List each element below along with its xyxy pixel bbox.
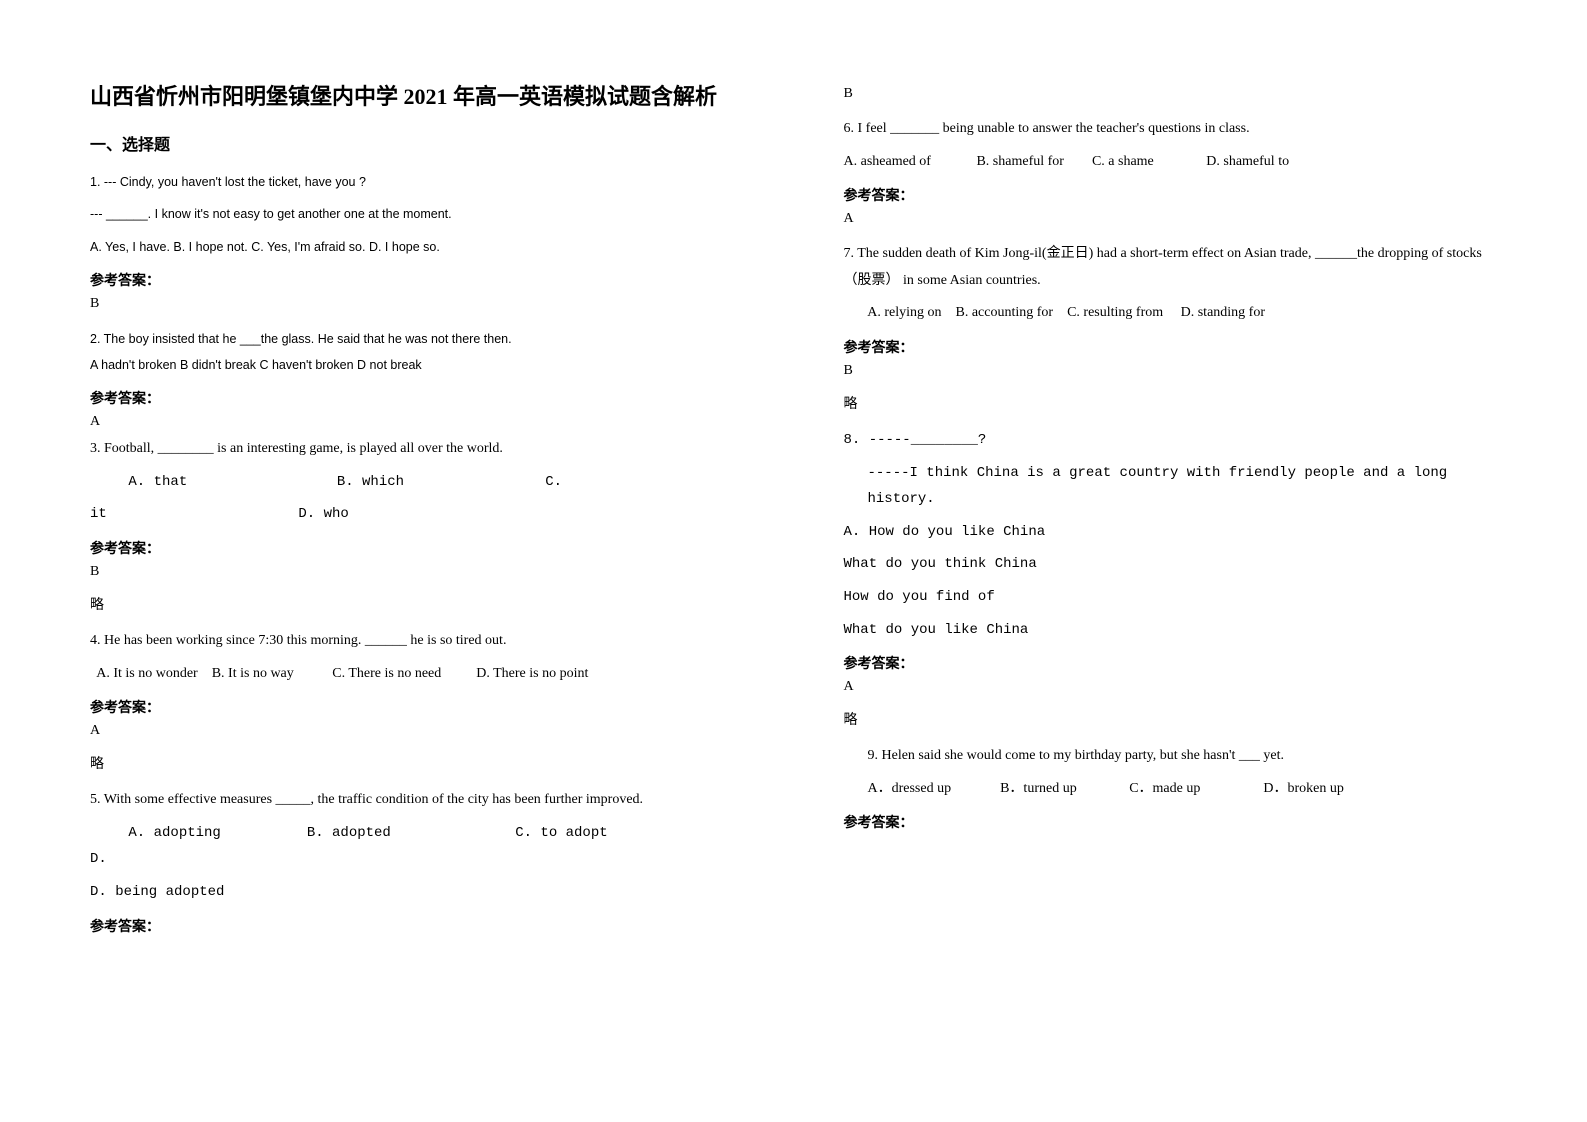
q4-answer-label: 参考答案：	[90, 697, 744, 717]
q2-line1: 2. The boy insisted that he ___the glass…	[90, 326, 744, 352]
q3-extra: 略	[90, 594, 744, 614]
q8-answer: A	[844, 679, 1498, 695]
q8-answer-label: 参考答案：	[844, 653, 1498, 673]
q8-line1: 8. -----________?	[844, 427, 1498, 454]
q5-line1: 5. With some effective measures _____, t…	[90, 787, 744, 814]
q6-answer: A	[844, 211, 1498, 227]
q4-answer: A	[90, 723, 744, 739]
q1-options: A. Yes, I have. B. I hope not. C. Yes, I…	[90, 234, 744, 260]
q3-options-row1: A. that B. which C.	[90, 469, 744, 496]
q2-line2: A hadn't broken B didn't break C haven't…	[90, 352, 744, 378]
q7-line1: 7. The sudden death of Kim Jong-il(金正日) …	[844, 241, 1498, 294]
q8-optC: How do you find of	[844, 584, 1498, 611]
q4-options: A. It is no wonder B. It is no way C. Th…	[90, 661, 744, 688]
q5-answer: B	[844, 86, 1498, 102]
q3-optC: it	[90, 501, 290, 528]
q3-line1: 3. Football, ________ is an interesting …	[90, 436, 744, 463]
q6-line1: 6. I feel _______ being unable to answer…	[844, 116, 1498, 143]
q7-options: A. relying on B. accounting for C. resul…	[844, 300, 1498, 327]
q7-answer: B	[844, 363, 1498, 379]
right-column: B 6. I feel _______ being unable to answ…	[794, 0, 1587, 1122]
q9-options: A．dressed up B．turned up C．made up D．bro…	[844, 776, 1498, 803]
q5-optC: C. to adopt	[515, 820, 735, 847]
q3-optC-prefix: C.	[545, 474, 562, 490]
q4-line1: 4. He has been working since 7:30 this m…	[90, 628, 744, 655]
q3-optB: B. which	[337, 469, 537, 496]
q7-answer-label: 参考答案：	[844, 337, 1498, 357]
q3-optA: A. that	[128, 469, 328, 496]
q8-optD: What do you like China	[844, 617, 1498, 644]
q3-options-row2: it D. who	[90, 501, 744, 528]
q5-options-row1: A. adopting B. adopted C. to adopt D.	[90, 820, 744, 873]
q1-answer-label: 参考答案：	[90, 270, 744, 290]
q3-optD: D. who	[298, 506, 348, 522]
q1-answer: B	[90, 296, 744, 312]
q3-answer: B	[90, 564, 744, 580]
q9-answer-label: 参考答案：	[844, 812, 1498, 832]
q1-line1: 1. --- Cindy, you haven't lost the ticke…	[90, 169, 744, 195]
q6-answer-label: 参考答案：	[844, 185, 1498, 205]
q5-optA: A. adopting	[128, 820, 298, 847]
q5-optD-prefix: D.	[90, 851, 107, 867]
q8-extra: 略	[844, 709, 1498, 729]
doc-title: 山西省忻州市阳明堡镇堡内中学 2021 年高一英语模拟试题含解析	[90, 80, 744, 113]
q5-options-row2: D. being adopted	[90, 879, 744, 906]
q2-answer: A	[90, 414, 744, 430]
left-column: 山西省忻州市阳明堡镇堡内中学 2021 年高一英语模拟试题含解析 一、选择题 1…	[0, 0, 794, 1122]
q9-line1: 9. Helen said she would come to my birth…	[844, 743, 1498, 770]
q1-line2: --- ______. I know it's not easy to get …	[90, 201, 744, 227]
q5-optB: B. adopted	[307, 820, 507, 847]
q8-optA: A. How do you like China	[844, 519, 1498, 546]
q4-extra: 略	[90, 753, 744, 773]
q8-line2: -----I think China is a great country wi…	[844, 460, 1498, 513]
q6-options: A. asheamed of B. shameful for C. a sham…	[844, 149, 1498, 176]
q7-extra: 略	[844, 393, 1498, 413]
q5-answer-label: 参考答案：	[90, 916, 744, 936]
section-1-title: 一、选择题	[90, 131, 744, 155]
q2-answer-label: 参考答案：	[90, 388, 744, 408]
q3-answer-label: 参考答案：	[90, 538, 744, 558]
q8-optB: What do you think China	[844, 551, 1498, 578]
